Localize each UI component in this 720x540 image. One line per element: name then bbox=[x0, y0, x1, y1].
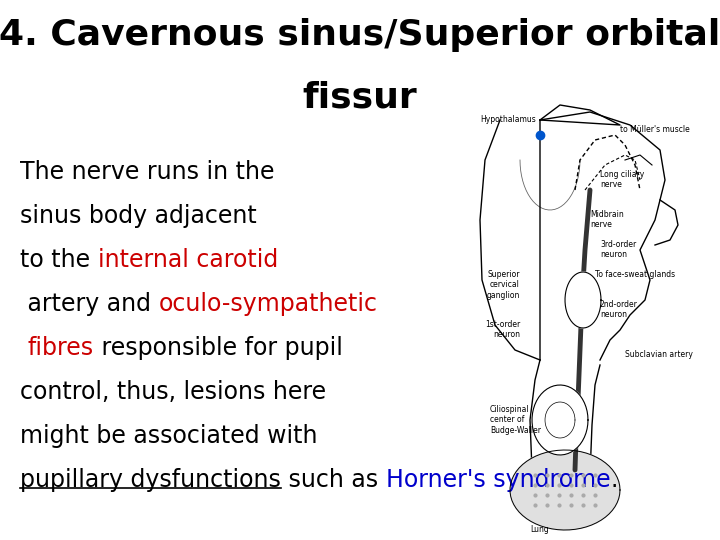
Text: Subclavian artery: Subclavian artery bbox=[625, 350, 693, 359]
Text: internal carotid: internal carotid bbox=[98, 248, 278, 272]
Text: artery and: artery and bbox=[20, 292, 158, 316]
Text: Lung: Lung bbox=[531, 525, 549, 534]
Text: 4. Cavernous sinus/Superior orbital: 4. Cavernous sinus/Superior orbital bbox=[0, 18, 720, 52]
Text: 2nd-order
neuron: 2nd-order neuron bbox=[600, 300, 638, 319]
Polygon shape bbox=[532, 385, 588, 455]
Text: .: . bbox=[610, 468, 618, 492]
Text: such as: such as bbox=[281, 468, 385, 492]
Text: 3rd-order
neuron: 3rd-order neuron bbox=[600, 240, 636, 259]
Text: to the: to the bbox=[20, 248, 98, 272]
Polygon shape bbox=[510, 450, 620, 530]
Text: Midbrain
nerve: Midbrain nerve bbox=[590, 210, 624, 230]
Text: fissur: fissur bbox=[302, 80, 418, 114]
Text: sinus body adjacent: sinus body adjacent bbox=[20, 204, 257, 228]
Text: To face-sweat glands: To face-sweat glands bbox=[595, 270, 675, 279]
Text: Superior
cervical
ganglion: Superior cervical ganglion bbox=[487, 270, 520, 300]
Text: Horner's syndrome: Horner's syndrome bbox=[385, 468, 610, 492]
Text: fibres: fibres bbox=[27, 336, 94, 360]
Text: responsible for pupil: responsible for pupil bbox=[94, 336, 343, 360]
Text: might be associated with: might be associated with bbox=[20, 424, 318, 448]
Text: 1st-order
neuron: 1st-order neuron bbox=[485, 320, 520, 340]
Polygon shape bbox=[565, 272, 601, 328]
Text: control, thus, lesions here: control, thus, lesions here bbox=[20, 380, 326, 404]
Text: Hypothalamus: Hypothalamus bbox=[480, 115, 536, 124]
Text: Long ciliary
nerve: Long ciliary nerve bbox=[600, 170, 644, 190]
Text: to Müller's muscle: to Müller's muscle bbox=[620, 125, 690, 134]
Text: The nerve runs in the: The nerve runs in the bbox=[20, 160, 274, 184]
Text: oculo-sympathetic: oculo-sympathetic bbox=[158, 292, 377, 316]
Text: Ciliospinal
center of
Budge-Waller: Ciliospinal center of Budge-Waller bbox=[490, 405, 541, 435]
Text: pupillary dysfunctions: pupillary dysfunctions bbox=[20, 468, 281, 492]
